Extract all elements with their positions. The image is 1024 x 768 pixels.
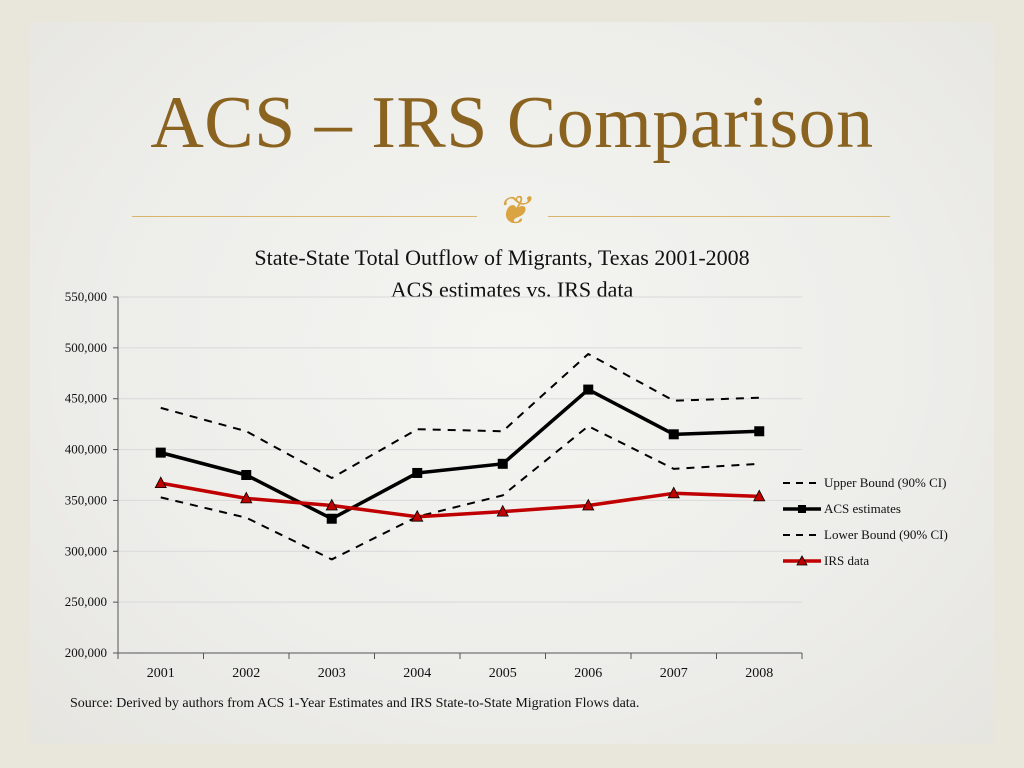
irs-point <box>411 509 424 522</box>
legend-item: Upper Bound (90% CI) <box>782 470 948 496</box>
chart-title: State-State Total Outflow of Migrants, T… <box>254 245 750 270</box>
acs-estimates-line <box>160 387 760 521</box>
irs-point <box>582 498 595 511</box>
x-tick-label: 2006 <box>574 666 602 681</box>
legend-label: Lower Bound (90% CI) <box>824 527 948 542</box>
slide-title: ACS – IRS Comparison <box>150 82 874 164</box>
acs-point <box>155 447 166 458</box>
acs-point <box>241 470 252 480</box>
irs-data-line <box>160 481 760 519</box>
y-tick-label: 500,000 <box>65 340 107 355</box>
chart-subtitle: ACS estimates vs. IRS data <box>390 277 634 302</box>
legend-label: Upper Bound (90% CI) <box>824 475 947 490</box>
x-tick-label: 2007 <box>660 666 688 681</box>
x-tick-label: 2005 <box>489 666 517 681</box>
acs-point <box>668 429 679 440</box>
irs-point <box>753 489 766 502</box>
irs-point <box>325 498 338 511</box>
slide-background <box>30 22 994 744</box>
y-tick-label: 450,000 <box>65 391 107 406</box>
lower-bound-90-ci-line <box>160 425 760 561</box>
irs-point <box>240 491 253 504</box>
x-tick-label: 2001 <box>147 666 175 681</box>
legend-label: IRS data <box>824 553 870 568</box>
title-divider-right <box>548 216 890 217</box>
x-tick-label: 2003 <box>318 666 346 681</box>
x-tick-label: 2004 <box>403 666 431 681</box>
legend-item: Lower Bound (90% CI) <box>782 522 948 548</box>
acs-point <box>412 467 423 478</box>
legend-swatch <box>783 555 821 566</box>
chart-legend: Upper Bound (90% CI) ACS estimates Lower B… <box>782 470 948 574</box>
irs-point <box>154 476 167 489</box>
legend-swatch <box>783 534 821 536</box>
ornament-icon: ❦ <box>496 188 530 233</box>
source-note: Source: Derived by authors from ACS 1-Ye… <box>70 696 640 711</box>
acs-point <box>583 384 594 395</box>
acs-point <box>326 513 337 524</box>
irs-point <box>667 486 680 499</box>
acs-point <box>754 426 765 437</box>
legend-item: ACS estimates <box>782 496 948 522</box>
upper-bound-90-ci-line <box>160 352 760 480</box>
y-tick-label: 300,000 <box>65 543 107 558</box>
y-tick-label: 200,000 <box>65 645 107 660</box>
y-tick-label: 550,000 <box>65 289 107 304</box>
y-tick-label: 250,000 <box>65 594 107 609</box>
y-tick-label: 350,000 <box>65 492 107 507</box>
irs-point <box>496 504 509 517</box>
acs-point <box>497 458 508 469</box>
y-tick-label: 400,000 <box>65 442 107 457</box>
legend-swatch <box>783 505 821 513</box>
title-divider-left <box>132 216 477 217</box>
legend-swatch <box>783 482 821 484</box>
legend-item: IRS data <box>782 548 948 574</box>
x-tick-label: 2008 <box>745 666 773 681</box>
x-tick-label: 2002 <box>232 666 260 681</box>
legend-label: ACS estimates <box>824 501 901 516</box>
